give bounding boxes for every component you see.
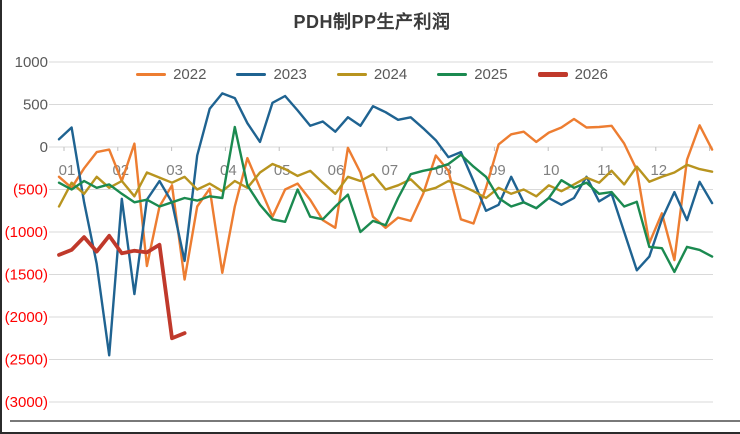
legend-label: 2026 bbox=[574, 66, 608, 83]
legend-label: 2023 bbox=[273, 66, 307, 83]
series-2026-line bbox=[57, 233, 187, 341]
legend-item-2024: 2024 bbox=[336, 66, 408, 83]
legend-item-2023: 2023 bbox=[236, 66, 307, 83]
legend-line-swatch bbox=[537, 72, 568, 77]
legend-item-2026: 2026 bbox=[537, 66, 608, 83]
x-axis-label: 04 bbox=[220, 162, 237, 179]
x-axis-label: 06 bbox=[328, 162, 345, 179]
chart-legend: 2022 2023 2024 2025 2026 bbox=[2, 66, 740, 83]
series-2023-line bbox=[57, 92, 714, 357]
x-axis-label: 03 bbox=[166, 162, 183, 179]
x-axis-label: 07 bbox=[381, 162, 398, 179]
y-axis-label: (2500) bbox=[5, 352, 48, 369]
legend-item-2025: 2025 bbox=[437, 66, 508, 83]
series-2022-line bbox=[57, 117, 714, 281]
y-axis-label: (2000) bbox=[5, 309, 48, 326]
x-axis-label: 12 bbox=[650, 162, 667, 179]
legend-line-swatch bbox=[437, 72, 468, 77]
legend-line-swatch bbox=[136, 72, 167, 77]
y-axis-label: (500) bbox=[13, 182, 48, 199]
legend-line-swatch bbox=[236, 72, 267, 77]
legend-label: 2025 bbox=[474, 66, 508, 83]
y-axis-label: 500 bbox=[23, 97, 48, 114]
x-axis-label: 10 bbox=[543, 162, 560, 179]
y-axis-label: 0 bbox=[40, 139, 48, 156]
chart-title: PDH制PP生产利润 bbox=[293, 12, 451, 32]
y-axis-label: (1000) bbox=[5, 224, 48, 241]
x-axis-label: 01 bbox=[59, 162, 76, 179]
y-axis-label: 1000 bbox=[15, 54, 48, 71]
legend-label: 2022 bbox=[173, 66, 207, 83]
series-2025-line bbox=[57, 125, 714, 274]
legend-line-swatch bbox=[336, 72, 367, 77]
y-axis-label: (3000) bbox=[5, 394, 48, 411]
legend-item-2022: 2022 bbox=[136, 66, 206, 83]
series-2024-line bbox=[57, 162, 714, 208]
y-axis-label: (1500) bbox=[5, 267, 48, 284]
legend-label: 2024 bbox=[373, 66, 408, 83]
